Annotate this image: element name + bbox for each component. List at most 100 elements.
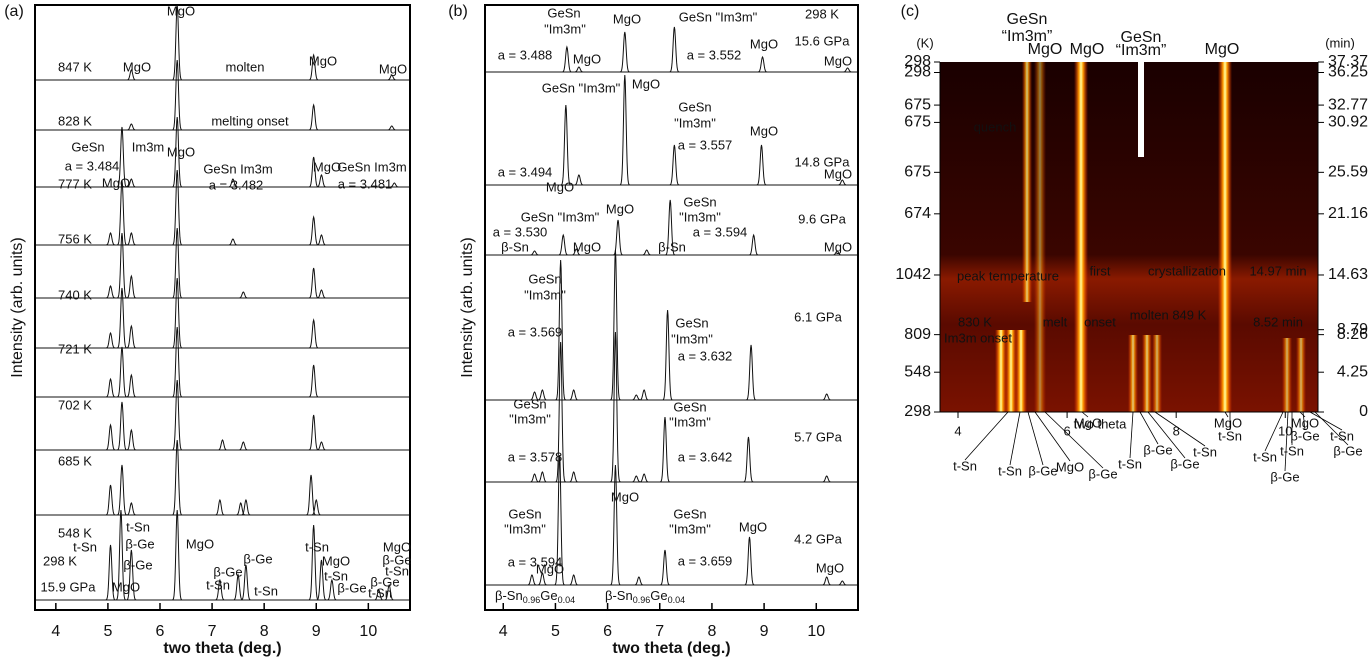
peak: [171, 326, 183, 398]
y2-tick-label: 37.37: [1328, 53, 1368, 70]
peak: [561, 45, 573, 73]
phase-label: t-Sn: [1218, 428, 1242, 443]
annotation: molten 849 K: [1130, 307, 1207, 322]
annotation: β-Ge: [213, 564, 242, 579]
annotation: MgO: [573, 51, 601, 66]
trace-label: 4.2 GPa: [794, 531, 842, 546]
peak: [609, 249, 621, 401]
annotation: GeSn: [673, 399, 706, 414]
peak: [630, 394, 642, 401]
annotation: “Im3m”: [1002, 28, 1053, 45]
trace-label: 15.6 GPa: [795, 33, 851, 48]
peak: [568, 389, 580, 401]
annotation: MgO: [573, 239, 601, 254]
y2-tick-label: 8.79: [1337, 321, 1368, 338]
x-tick-label: 6: [603, 623, 612, 640]
peak: [308, 414, 320, 451]
peak: [836, 580, 848, 586]
annotation: GeSn: [673, 506, 706, 521]
peak: [630, 475, 642, 483]
phase-label: t-Sn: [953, 458, 977, 473]
annotation: a = 3.642: [678, 449, 733, 464]
y-tick-label: 809: [904, 326, 931, 343]
leader-line: [1034, 411, 1071, 462]
peak: [305, 474, 317, 516]
peak: [308, 364, 320, 398]
annotation: a = 3.482: [209, 177, 264, 192]
peak: [105, 544, 117, 601]
peak: [373, 589, 385, 601]
panel-label: (c): [901, 3, 920, 20]
peak: [662, 309, 674, 401]
peak: [237, 441, 249, 451]
peak: [125, 232, 137, 246]
peak: [315, 289, 327, 299]
peak: [125, 549, 137, 601]
annotation: "Im3m": [679, 209, 721, 224]
annotation: peak temperature: [957, 268, 1059, 283]
annotation: MgO: [309, 53, 337, 68]
peak: [315, 441, 327, 451]
peak: [315, 559, 327, 601]
peak: [171, 379, 183, 451]
peak: [388, 182, 400, 188]
peak: [125, 502, 137, 516]
annotation: a = 3.481: [338, 176, 393, 191]
annotation: “Im3m”: [1116, 42, 1167, 59]
annotation: GeSn: [678, 99, 711, 114]
phase-label-part: β-Sn: [605, 588, 633, 603]
peak: [105, 232, 117, 246]
peak: [125, 69, 137, 81]
phase-label: β-Ge: [1143, 442, 1172, 457]
annotation: MgO: [739, 519, 767, 534]
annotation: MgO: [824, 239, 852, 254]
peak: [235, 502, 247, 516]
trace-label: 5.7 GPa: [794, 429, 842, 444]
y2-tick-label: 25.59: [1328, 164, 1368, 181]
peak: [105, 377, 117, 398]
annotation: t-Sn: [305, 539, 329, 554]
peak: [105, 484, 117, 516]
annotation: GeSn: [547, 5, 580, 20]
annotation: a = 3.552: [687, 47, 742, 62]
trace-label: 548 K: [58, 525, 92, 540]
phase-label-part: 0.96: [523, 595, 541, 605]
leader-line: [1224, 411, 1229, 418]
peak: [308, 215, 320, 246]
annotation: MgO: [379, 61, 407, 76]
annotation: 830 K: [958, 314, 992, 329]
peak: [536, 389, 548, 401]
peak: [386, 125, 398, 131]
phase-label: t-Sn: [1280, 443, 1304, 458]
annotation: t-Sn: [206, 577, 230, 592]
phase-label: MgO: [1214, 415, 1242, 430]
peak: [105, 423, 117, 451]
peak: [619, 74, 631, 186]
phase-label-part: 0.04: [558, 595, 576, 605]
trace-label: 685 K: [58, 453, 92, 468]
x-tick-label: 10: [1278, 423, 1292, 438]
peak: [116, 232, 128, 299]
x-tick-label: 8: [1173, 423, 1180, 438]
peak: [171, 277, 183, 349]
annotation: MgO: [613, 11, 641, 26]
leader-line: [1302, 411, 1306, 431]
peak: [529, 473, 541, 483]
trace-label: 14.8 GPa: [795, 154, 851, 169]
annotation: GeSn: [1007, 11, 1048, 28]
peak: [560, 104, 572, 186]
x-tick-label: 7: [655, 623, 664, 640]
peak: [171, 439, 183, 516]
peak: [171, 169, 183, 246]
y2-axis-label: (min): [1325, 35, 1355, 50]
annotation: melt: [1043, 314, 1068, 329]
y-axis-label: Intensity (arb. units): [9, 237, 26, 378]
peak: [308, 267, 320, 299]
annotation: MgO: [750, 123, 778, 138]
annotation: GeSn: [513, 396, 546, 411]
peak: [842, 67, 854, 73]
peak: [227, 238, 239, 246]
annotation: GeSn "Im3m": [542, 80, 621, 95]
x-tick-label: 4: [499, 623, 508, 640]
plot-frame: [484, 4, 859, 611]
